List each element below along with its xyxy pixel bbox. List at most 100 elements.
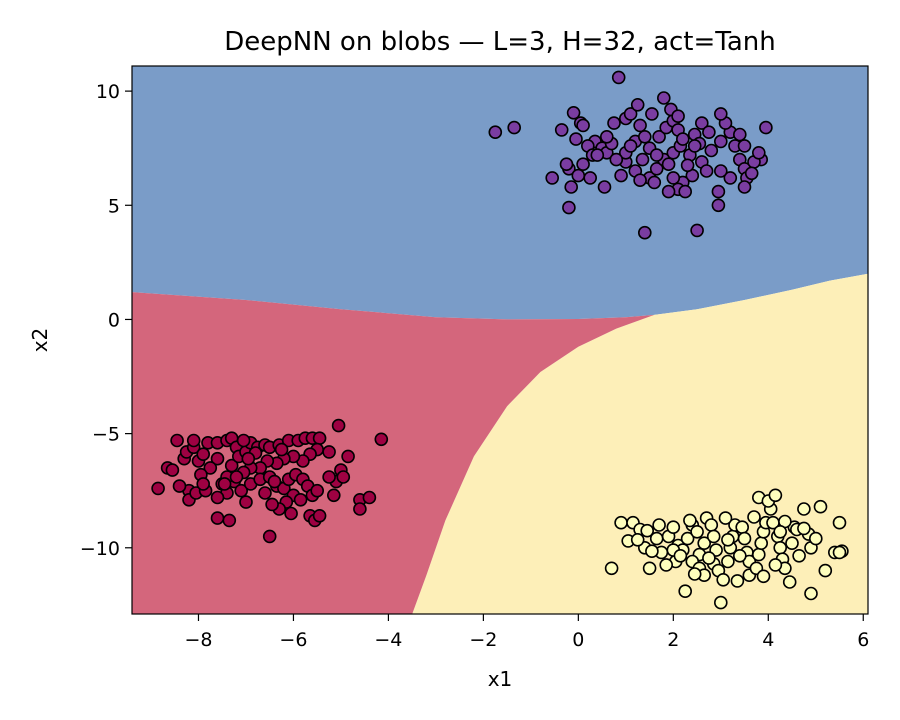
data-point bbox=[239, 495, 253, 509]
data-point bbox=[172, 479, 187, 493]
y-tick-label: 0 bbox=[108, 309, 120, 331]
data-point bbox=[566, 106, 581, 120]
data-point bbox=[675, 132, 690, 146]
data-point bbox=[690, 223, 704, 238]
data-point bbox=[671, 109, 685, 123]
plot-frame bbox=[131, 65, 869, 615]
data-point bbox=[564, 180, 579, 194]
data-point bbox=[331, 418, 346, 433]
data-point bbox=[773, 524, 788, 539]
data-point bbox=[640, 523, 655, 538]
y-tick-label: 10 bbox=[96, 81, 120, 103]
data-point bbox=[488, 125, 503, 139]
data-point bbox=[322, 470, 336, 484]
data-point bbox=[747, 510, 761, 524]
data-point bbox=[633, 118, 647, 133]
data-point bbox=[713, 107, 728, 121]
data-point bbox=[678, 184, 693, 199]
data-point bbox=[652, 130, 666, 144]
data-point bbox=[630, 532, 645, 547]
data-point bbox=[687, 567, 702, 581]
data-point bbox=[804, 586, 818, 601]
data-point bbox=[730, 574, 745, 588]
data-point bbox=[666, 171, 681, 185]
data-point bbox=[649, 148, 664, 162]
data-point bbox=[507, 120, 522, 135]
series-0 bbox=[488, 70, 773, 240]
data-point bbox=[611, 70, 626, 85]
data-point bbox=[713, 595, 728, 610]
plot-area bbox=[132, 66, 868, 614]
data-point bbox=[341, 449, 355, 464]
data-point bbox=[222, 513, 237, 528]
data-point bbox=[656, 91, 671, 105]
data-point bbox=[702, 125, 716, 139]
x-tick-label: −6 bbox=[279, 629, 307, 651]
chart-title: DeepNN on blobs — L=3, H=32, act=Tanh bbox=[224, 27, 776, 57]
data-point bbox=[792, 548, 806, 563]
data-point bbox=[210, 511, 225, 525]
data-point bbox=[234, 483, 248, 498]
data-point bbox=[633, 173, 647, 187]
data-point bbox=[607, 116, 621, 130]
data-point bbox=[737, 531, 752, 546]
data-point bbox=[773, 540, 788, 555]
data-point bbox=[645, 544, 659, 559]
data-point bbox=[782, 575, 797, 589]
data-point bbox=[241, 451, 256, 466]
x-tick-label: 2 bbox=[667, 629, 679, 651]
data-point bbox=[704, 143, 719, 158]
region-upper bbox=[132, 66, 868, 320]
data-point bbox=[718, 511, 733, 525]
scatter-points bbox=[151, 70, 849, 610]
data-point bbox=[768, 488, 783, 503]
data-point bbox=[576, 118, 590, 133]
data-point bbox=[649, 162, 664, 176]
data-point bbox=[721, 554, 735, 569]
data-point bbox=[609, 152, 624, 167]
data-point bbox=[683, 513, 697, 528]
data-point bbox=[590, 148, 605, 162]
data-point bbox=[623, 139, 638, 153]
data-point bbox=[293, 492, 308, 507]
data-point bbox=[687, 139, 702, 153]
data-point bbox=[258, 486, 272, 500]
data-point bbox=[545, 171, 560, 185]
region-lower-left bbox=[132, 292, 655, 614]
data-point bbox=[604, 561, 619, 576]
data-point bbox=[186, 433, 201, 448]
data-point bbox=[832, 515, 847, 530]
data-point bbox=[756, 569, 771, 584]
data-point bbox=[694, 116, 709, 130]
x-tick-label: 6 bbox=[857, 629, 869, 651]
data-point bbox=[217, 477, 232, 491]
data-point bbox=[262, 529, 277, 544]
data-point bbox=[768, 558, 783, 572]
data-point bbox=[151, 481, 165, 496]
data-point bbox=[559, 157, 574, 171]
x-tick-label: −4 bbox=[374, 629, 402, 651]
y-tick-label: −10 bbox=[80, 538, 120, 560]
data-point bbox=[759, 120, 773, 135]
data-point bbox=[737, 139, 752, 153]
data-point bbox=[614, 515, 628, 530]
data-point bbox=[599, 130, 614, 144]
data-point bbox=[203, 461, 218, 475]
x-tick-label: −2 bbox=[469, 629, 497, 651]
data-point bbox=[711, 198, 726, 213]
data-point bbox=[704, 518, 719, 532]
y-tick-label: 5 bbox=[108, 195, 120, 217]
x-tick-label: 4 bbox=[762, 629, 774, 651]
y-axis-label: x2 bbox=[28, 328, 52, 353]
data-point bbox=[374, 432, 389, 447]
data-point bbox=[326, 488, 341, 503]
data-point bbox=[310, 483, 325, 498]
data-point bbox=[635, 152, 650, 167]
data-point bbox=[597, 180, 612, 194]
data-point bbox=[754, 536, 769, 551]
data-point bbox=[713, 134, 728, 149]
data-point bbox=[353, 502, 367, 516]
data-point bbox=[706, 529, 721, 544]
data-point bbox=[661, 184, 676, 199]
data-point bbox=[265, 497, 279, 512]
